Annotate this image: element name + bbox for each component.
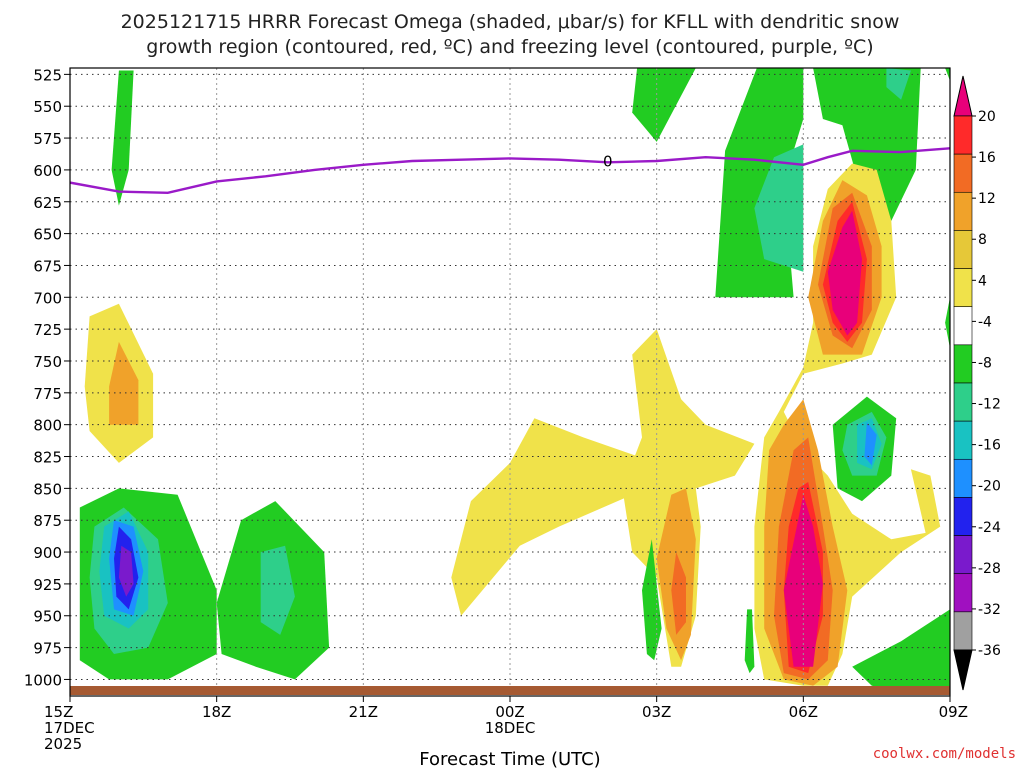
chart-title-line-2: growth region (contoured, red, ºC) and f…: [146, 36, 873, 58]
y-tick-label: 625: [33, 194, 62, 212]
colorbar-swatch: [953, 382, 973, 422]
x-tick-label: 2025: [44, 735, 82, 753]
omega-region-30: [783, 494, 823, 667]
x-tick-label: 15Z: [44, 703, 73, 721]
colorbar-label: -12: [978, 397, 1001, 413]
colorbar: 20 16 12 8 4 -4 -8 -12 -16 -20 -24 -28 -32 -36: [953, 75, 1001, 691]
omega-region-19: [622, 329, 755, 667]
y-tick-label: 1000: [24, 671, 62, 689]
ground-strip: [70, 686, 950, 695]
omega-region-4: [945, 68, 950, 81]
omega-region-15: [118, 545, 134, 597]
colorbar-label: 8: [978, 232, 987, 248]
x-tick-label: 00Z: [495, 703, 524, 721]
freezing-level-label: 0: [603, 152, 613, 170]
colorbar-label: 20: [978, 109, 996, 125]
y-tick-label: 700: [33, 289, 62, 307]
x-tick-label: 09Z: [939, 703, 968, 721]
x-tick-label: 06Z: [789, 703, 818, 721]
y-tick-label: 775: [33, 385, 62, 403]
colorbar-label: 12: [978, 191, 996, 207]
colorbar-swatch: [953, 611, 973, 651]
colorbar-label: -24: [978, 520, 1001, 536]
y-tick-label: 975: [33, 640, 62, 658]
colorbar-label: -20: [978, 479, 1001, 495]
colorbar-swatch: [953, 230, 973, 269]
colorbar-label: -16: [978, 438, 1001, 454]
y-tick-label: 650: [33, 226, 62, 244]
omega-region-7: [886, 68, 911, 100]
omega-region-37: [852, 609, 950, 693]
colorbar-swatch: [953, 268, 973, 308]
omega-region-35: [642, 539, 662, 661]
y-tick-label: 575: [33, 130, 62, 148]
omega-region-5: [945, 297, 950, 349]
colorbar-label: 16: [978, 150, 996, 166]
omega-region-0: [111, 70, 134, 206]
colorbar-swatch: [953, 535, 973, 575]
omega-shaded-regions: [79, 68, 950, 693]
x-tick-label: 18DEC: [485, 719, 536, 737]
omega-region-34: [864, 422, 877, 466]
y-tick-label: 750: [33, 353, 62, 371]
y-tick-label: 925: [33, 576, 62, 594]
y-tick-label: 850: [33, 480, 62, 498]
chart-title-line-1: 2025121715 HRRR Forecast Omega (shaded, …: [121, 11, 900, 33]
y-tick-label: 725: [33, 321, 62, 339]
colorbar-swatch: [953, 573, 973, 613]
colorbar-swatch: [953, 344, 973, 384]
omega-region-9: [109, 341, 139, 425]
colorbar-swatch: [953, 458, 973, 498]
y-tick-label: 675: [33, 257, 62, 275]
colorbar-swatch: [953, 420, 973, 460]
omega-region-26: [827, 210, 862, 336]
y-tick-label: 900: [33, 544, 62, 562]
omega-region-6: [754, 144, 804, 272]
colorbar-swatch: [953, 306, 973, 346]
colorbar-label: -28: [978, 561, 1001, 577]
colorbar-swatch: [953, 497, 973, 536]
y-tick-label: 525: [33, 66, 62, 84]
omega-region-36: [744, 609, 755, 674]
y-tick-label: 600: [33, 162, 62, 180]
colorbar-label: -4: [978, 314, 992, 330]
y-tick-label: 800: [33, 417, 62, 435]
y-tick-label: 825: [33, 449, 62, 467]
colorbar-label: 4: [978, 273, 987, 289]
colorbar-label: -8: [978, 355, 992, 371]
x-tick-label: 17DEC: [44, 719, 95, 737]
x-tick-label: 03Z: [642, 703, 671, 721]
omega-region-21: [671, 552, 686, 635]
colorbar-swatch: [953, 115, 973, 155]
x-tick-label: 18Z: [202, 703, 231, 721]
x-axis-label: Forecast Time (UTC): [419, 749, 600, 768]
grid-lines: [70, 68, 950, 696]
omega-region-17: [260, 545, 295, 635]
credit-text: coolwx.com/models: [873, 746, 1016, 762]
colorbar-top-triangle: [953, 75, 973, 117]
colorbar-swatch: [953, 191, 973, 231]
colorbar-label: -36: [978, 643, 1001, 659]
y-tick-label: 550: [33, 98, 62, 116]
colorbar-bottom-triangle: [953, 649, 973, 691]
y-axis-ticks: 525 550 575 600 625 650 675 700 725 750 775 800 825 8…: [24, 66, 70, 689]
freezing-level-contour: [70, 147, 950, 195]
y-tick-label: 950: [33, 608, 62, 626]
colorbar-label: -32: [978, 602, 1001, 618]
colorbar-swatch: [953, 153, 973, 193]
x-tick-label: 21Z: [349, 703, 378, 721]
omega-region-1: [632, 68, 696, 142]
omega-region-18: [451, 418, 657, 616]
y-tick-label: 875: [33, 512, 62, 530]
